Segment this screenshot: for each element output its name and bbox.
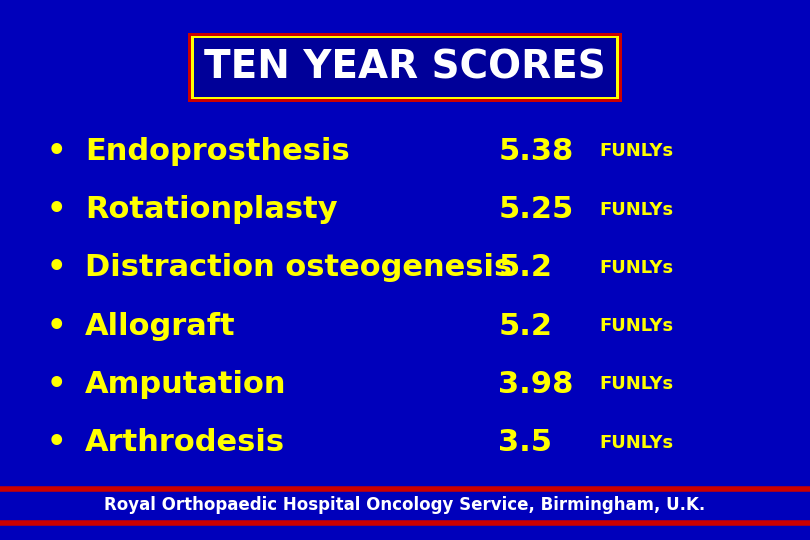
Text: 5.38: 5.38 [498,137,573,166]
Text: 3.5: 3.5 [498,428,552,457]
Text: 5.2: 5.2 [498,253,552,282]
Text: FUNLYs: FUNLYs [599,200,674,219]
Text: TEN YEAR SCORES: TEN YEAR SCORES [204,49,606,86]
Text: 3.98: 3.98 [498,370,573,399]
Text: Endoprosthesis: Endoprosthesis [85,137,350,166]
Text: FUNLYs: FUNLYs [599,142,674,160]
Text: Amputation: Amputation [85,370,287,399]
Text: 5.25: 5.25 [498,195,573,224]
Text: Arthrodesis: Arthrodesis [85,428,285,457]
Text: FUNLYs: FUNLYs [599,317,674,335]
FancyBboxPatch shape [194,38,616,97]
Text: Rotationplasty: Rotationplasty [85,195,338,224]
Text: Allograft: Allograft [85,312,236,341]
Text: •: • [47,312,66,341]
Text: FUNLYs: FUNLYs [599,375,674,394]
Text: FUNLYs: FUNLYs [599,259,674,277]
Text: Distraction osteogenesis: Distraction osteogenesis [85,253,512,282]
Text: FUNLYs: FUNLYs [599,434,674,452]
Text: •: • [47,428,66,457]
Text: 5.2: 5.2 [498,312,552,341]
Text: •: • [47,253,66,282]
Text: Royal Orthopaedic Hospital Oncology Service, Birmingham, U.K.: Royal Orthopaedic Hospital Oncology Serv… [104,496,706,514]
Text: •: • [47,370,66,399]
Text: •: • [47,195,66,224]
FancyBboxPatch shape [188,33,622,102]
FancyBboxPatch shape [191,36,619,99]
Text: •: • [47,137,66,166]
